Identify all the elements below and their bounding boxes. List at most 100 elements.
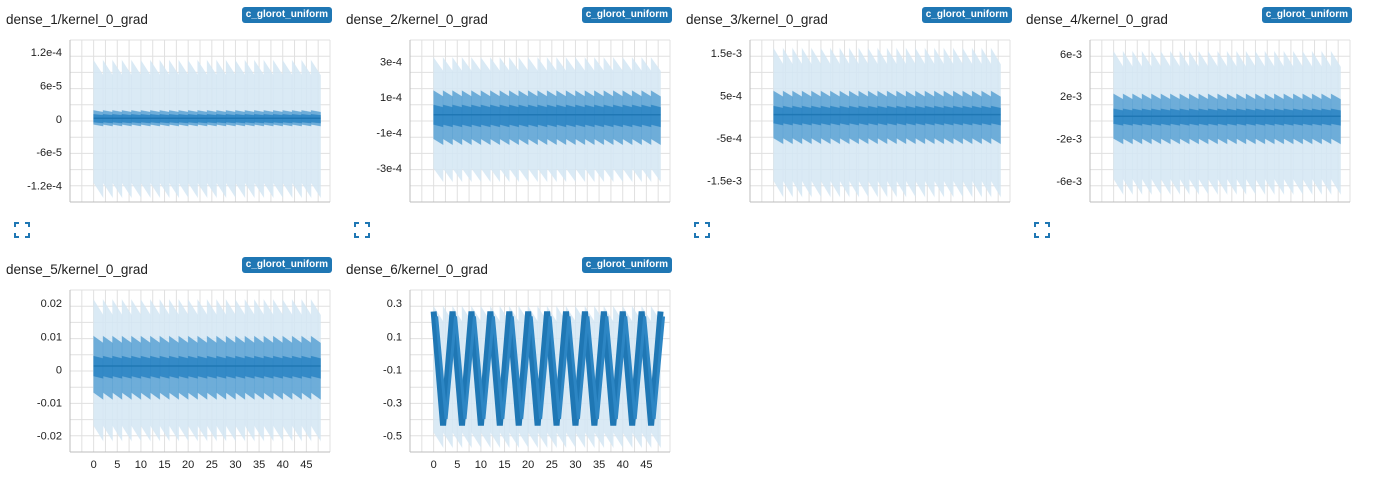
band-outer: [206, 59, 217, 199]
y-tick-label: 0.02: [41, 298, 62, 310]
band-inner: [159, 355, 170, 379]
band-inner: [168, 355, 180, 379]
band-inner: [527, 104, 538, 128]
band-outer: [272, 59, 284, 199]
band-inner: [952, 105, 964, 126]
band-inner: [575, 104, 586, 128]
chart-title: dense_2/kernel_0_grad: [346, 12, 488, 27]
band-inner: [150, 355, 161, 379]
band-inner: [584, 104, 595, 128]
histogram-plot[interactable]: 1.2e-4 6e-5 0 -6e-5 -1.2e-4: [0, 28, 340, 228]
x-tick-label: 0: [431, 459, 437, 471]
y-tick-label: 6e-3: [1060, 49, 1082, 61]
histogram-plot[interactable]: 0.02 0.01 0 -0.01 -0.02 0 5 10 15 20 25 30 35 40 45: [0, 278, 340, 478]
band-inner: [1198, 108, 1209, 126]
x-tick-label: 40: [617, 459, 629, 471]
band-inner: [1283, 108, 1294, 126]
x-tick-label: 35: [253, 459, 265, 471]
band-inner: [225, 355, 236, 379]
y-tick-label: -1e-4: [376, 128, 402, 140]
chart-title: dense_3/kernel_0_grad: [686, 12, 828, 27]
y-tick-label: 3e-4: [380, 56, 402, 68]
y-tick-label: 1.5e-3: [711, 48, 742, 60]
band-outer: [187, 59, 198, 199]
band-inner: [1188, 108, 1200, 126]
series-line: [435, 316, 666, 420]
histogram-plot[interactable]: 0.3 0.1 -0.1 -0.3 -0.5 0 5 10 15 20 25 30 35 40 45: [340, 278, 680, 478]
band-inner: [877, 105, 888, 126]
x-tick-label: 20: [522, 459, 534, 471]
band-inner: [178, 355, 189, 379]
y-tick-label: -1.2e-4: [27, 180, 62, 192]
run-badge: c_glorot_uniform: [241, 7, 332, 23]
x-tick-label: 5: [454, 459, 460, 471]
x-tick-label: 15: [158, 459, 170, 471]
band-inner: [603, 104, 614, 128]
band-inner: [187, 355, 198, 379]
band-inner: [811, 105, 822, 126]
band-inner: [291, 355, 302, 379]
chart-title: dense_6/kernel_0_grad: [346, 262, 488, 277]
y-tick-label: -0.01: [37, 397, 62, 409]
chart-card: dense_5/kernel_0_grad c_glorot_uniform 0.0…: [0, 250, 340, 500]
band-inner: [858, 105, 869, 126]
band-outer: [168, 59, 180, 199]
x-tick-label: 30: [229, 459, 241, 471]
band-inner: [1302, 108, 1313, 126]
band-inner: [244, 355, 255, 379]
histogram-plot[interactable]: 6e-3 2e-3 -2e-3 -6e-3: [1020, 28, 1360, 228]
band-inner: [452, 104, 463, 128]
series-line: [430, 311, 664, 426]
y-tick-label: -1.5e-3: [707, 176, 742, 188]
x-tick-label: 40: [277, 459, 289, 471]
band-inner: [1274, 108, 1285, 126]
band-inner: [773, 105, 784, 126]
chart-card: dense_3/kernel_0_grad c_glorot_uniform 1.5…: [680, 0, 1020, 250]
band-inner: [631, 104, 642, 128]
fullscreen-icon[interactable]: [1034, 222, 1050, 238]
band-inner: [518, 104, 529, 128]
band-inner: [480, 104, 491, 128]
band-inner: [121, 355, 132, 379]
band-inner: [1245, 108, 1256, 126]
band-inner: [1113, 108, 1124, 126]
x-tick-label: 35: [593, 459, 605, 471]
chart-card: dense_2/kernel_0_grad c_glorot_uniform 3e-…: [340, 0, 680, 250]
band-inner: [1255, 108, 1266, 126]
histogram-plot[interactable]: 1.5e-3 5e-4 -5e-4 -1.5e-3: [680, 28, 1020, 228]
band-inner: [650, 104, 661, 128]
y-tick-label: -0.1: [383, 364, 402, 376]
band-outer: [197, 59, 208, 199]
band-inner: [206, 355, 217, 379]
band-outer: [93, 59, 104, 199]
band-inner: [1160, 108, 1171, 126]
band-inner: [442, 104, 453, 128]
y-tick-label: 1e-4: [380, 92, 402, 104]
fullscreen-icon[interactable]: [14, 222, 30, 238]
band-inner: [235, 355, 246, 379]
chart-card: dense_1/kernel_0_grad c_glorot_uniform 1.2…: [0, 0, 340, 250]
y-tick-label: -6e-5: [36, 147, 62, 159]
fullscreen-icon[interactable]: [694, 222, 710, 238]
band-inner: [934, 105, 945, 126]
band-inner: [112, 355, 123, 379]
fullscreen-icon[interactable]: [354, 222, 370, 238]
band-outer: [140, 59, 151, 199]
band-inner: [1264, 108, 1275, 126]
y-tick-label: -0.3: [383, 397, 402, 409]
band-inner: [508, 104, 520, 128]
band-inner: [282, 355, 293, 379]
band-inner: [433, 104, 444, 128]
band-inner: [1311, 108, 1322, 126]
band-inner: [943, 105, 954, 126]
band-inner: [197, 355, 208, 379]
y-tick-label: -3e-4: [376, 163, 402, 175]
histogram-plot[interactable]: 3e-4 1e-4 -1e-4 -3e-4: [340, 28, 680, 228]
band-inner: [1132, 108, 1143, 126]
band-outer: [244, 59, 255, 199]
band-inner: [1207, 108, 1218, 126]
band-inner: [1179, 108, 1190, 126]
band-outer: [282, 59, 293, 199]
band-inner: [1330, 108, 1341, 126]
band-inner: [1292, 108, 1304, 126]
